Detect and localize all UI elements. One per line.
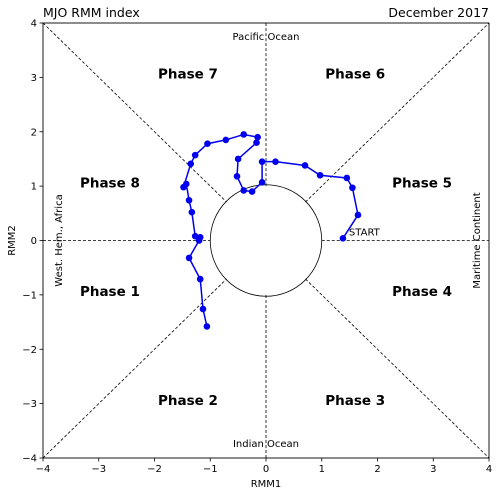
x-tick-label: 4	[486, 464, 492, 475]
data-point	[349, 184, 356, 192]
y-tick-label: 1	[31, 182, 37, 193]
phase-divider-lines	[42, 22, 490, 459]
data-point	[248, 188, 256, 195]
y-tick-label: 4	[31, 19, 37, 30]
phase-label-5: Phase 5	[392, 175, 452, 191]
phase-label-1: Phase 1	[80, 284, 140, 300]
data-point	[187, 160, 195, 168]
divider-line-southeast	[305, 278, 490, 459]
x-tick-label: 1	[319, 464, 325, 475]
data-point	[196, 275, 204, 283]
region-label-indian-ocean: Indian Ocean	[233, 439, 299, 450]
x-tick-label: 0	[263, 464, 269, 475]
phase-label-2: Phase 2	[158, 393, 218, 409]
phase-label-4: Phase 4	[392, 284, 452, 300]
data-point	[240, 187, 247, 194]
phase-labels: Phase 1 Phase 2 Phase 3 Phase 4 Phase 5 Phase…	[80, 67, 452, 409]
phase-label-3: Phase 3	[325, 393, 385, 409]
y-tick-label: −3	[22, 399, 37, 410]
chart-title: MJO RMM index	[43, 5, 140, 20]
data-point	[339, 235, 347, 242]
y-tick-label: −1	[22, 290, 37, 301]
x-tick-label: −1	[203, 464, 218, 475]
unit-circle	[209, 184, 323, 297]
axis-ticks: −4−4 −3 −3 −2 −2 −1 −1 0 0 1 1 2 2 3 3 4 4	[22, 19, 492, 476]
data-point	[185, 196, 193, 204]
data-point	[182, 180, 190, 188]
data-point	[316, 171, 324, 179]
data-point	[240, 131, 247, 138]
start-label: START	[349, 227, 381, 238]
y-tick-label: 2	[31, 127, 37, 138]
divider-line-southwest	[42, 278, 227, 459]
data-point	[234, 155, 242, 163]
x-tick-label: −2	[147, 464, 162, 475]
rmm-trajectory	[180, 131, 362, 330]
data-point	[258, 179, 266, 186]
data-point	[354, 211, 362, 219]
data-point	[199, 305, 207, 313]
region-label-maritime-continent: Maritime Continent	[472, 192, 483, 288]
data-point	[254, 133, 261, 141]
data-point	[272, 158, 279, 165]
data-point	[204, 140, 211, 148]
data-point	[195, 237, 203, 244]
data-point	[188, 208, 196, 216]
region-label-pacific-ocean: Pacific Ocean	[233, 32, 300, 43]
data-point	[253, 139, 260, 146]
x-tick-label: 2	[374, 464, 380, 475]
x-tick-label: −3	[91, 464, 106, 475]
data-point	[258, 158, 266, 165]
y-tick-label: 3	[31, 73, 37, 84]
y-axis-label: RMM2	[7, 225, 18, 256]
data-point	[301, 162, 309, 169]
x-tick-label: −4	[36, 464, 51, 475]
y-tick-label: −2	[22, 345, 37, 356]
trajectory-line	[182, 133, 359, 327]
x-axis-label: RMM1	[251, 479, 282, 490]
y-tick-label: 0	[31, 236, 37, 247]
chart-date: December 2017	[388, 5, 489, 20]
x-tick-label: 3	[430, 464, 436, 475]
data-point	[222, 136, 230, 144]
phase-label-8: Phase 8	[80, 175, 140, 191]
data-point	[203, 323, 211, 330]
data-point	[343, 174, 351, 182]
phase-label-6: Phase 6	[325, 67, 385, 83]
y-tick-label: −4	[22, 454, 37, 465]
divider-line-northeast	[305, 22, 490, 203]
phase-label-7: Phase 7	[158, 67, 218, 83]
data-point	[185, 254, 193, 262]
divider-line-northwest	[42, 22, 227, 203]
region-label-west-hem-africa: West. Hem., Africa	[54, 194, 65, 286]
data-point	[233, 173, 241, 180]
data-point	[191, 151, 199, 159]
